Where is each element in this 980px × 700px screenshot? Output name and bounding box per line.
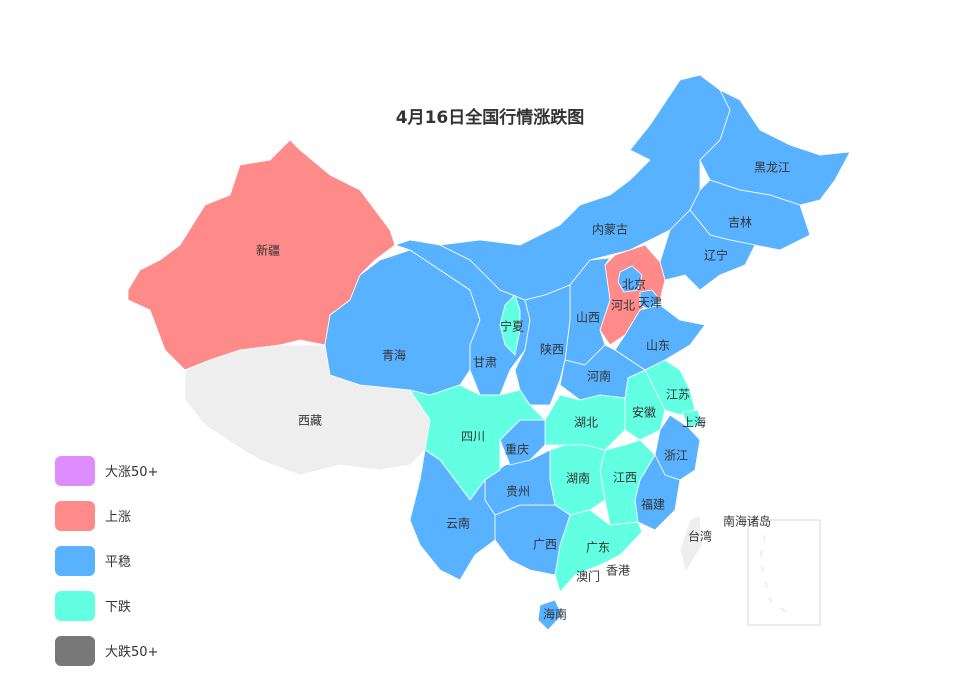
legend-item-down50[interactable]: 大跌50+ [55, 628, 158, 673]
province-label-gansu: 甘肃 [473, 356, 497, 370]
province-label-sichuan: 四川 [461, 430, 485, 444]
province-label-hubei: 湖北 [574, 415, 598, 430]
province-tianjin[interactable] [639, 289, 661, 311]
province-ningxia[interactable] [499, 294, 521, 356]
province-label-xianggang: 香港 [606, 564, 630, 578]
province-label-hainan: 海南 [543, 607, 567, 622]
legend-swatch [55, 590, 95, 621]
legend-item-up50[interactable]: 大涨50+ [55, 448, 158, 493]
province-beijing[interactable] [617, 265, 643, 293]
province-label-fujian: 福建 [641, 497, 665, 512]
province-label-ningxia: 宁夏 [500, 319, 524, 334]
legend: 大涨50+ 上涨 平稳 下跌 大跌50+ [55, 448, 158, 673]
province-label-guangdong: 广东 [586, 541, 610, 555]
province-label-shaanxi: 陕西 [540, 342, 564, 357]
province-label-hebei: 河北 [611, 299, 635, 313]
province-shanghai[interactable] [681, 409, 703, 428]
legend-label: 大跌50+ [105, 645, 159, 660]
province-label-neimenggu: 内蒙古 [592, 222, 628, 237]
legend-label: 平稳 [105, 555, 132, 570]
legend-swatch [55, 545, 95, 576]
province-label-henan: 河南 [587, 369, 611, 384]
province-label-xinjiang: 新疆 [256, 243, 280, 258]
legend-item-down[interactable]: 下跌 [55, 583, 158, 628]
province-label-shanxi: 山西 [576, 311, 600, 325]
province-label-qinghai: 青海 [382, 348, 406, 363]
province-taiwan[interactable] [679, 514, 703, 573]
province-label-jiangsu: 江苏 [666, 388, 690, 402]
province-shaanxi[interactable] [514, 284, 571, 406]
nine-dash-line [758, 534, 791, 616]
province-label-jiangxi: 江西 [613, 471, 637, 485]
legend-swatch [55, 500, 95, 531]
province-label-liaoning: 辽宁 [704, 248, 728, 263]
province-label-xizang: 西藏 [298, 414, 322, 428]
map-title: 4月16日全国行情涨跌图 [395, 108, 585, 128]
province-label-shandong: 山东 [646, 339, 670, 353]
province-label-guangxi: 广西 [533, 538, 557, 552]
province-label-heilongjiang: 黑龙江 [754, 161, 790, 175]
legend-label: 大涨50+ [105, 465, 159, 480]
province-label-taiwan: 台湾 [688, 529, 712, 544]
legend-label: 下跌 [105, 600, 132, 615]
province-label-aomen: 澳门 [576, 569, 600, 584]
province-heilongjiang[interactable] [699, 89, 851, 206]
province-label-anhui: 安徽 [632, 405, 656, 420]
province-label-yunnan: 云南 [446, 516, 470, 531]
province-yunnan[interactable] [409, 449, 496, 581]
province-label-chongqing: 重庆 [505, 443, 529, 457]
province-label-nanhai: 南海诸岛 [723, 514, 771, 529]
province-hubei[interactable] [544, 394, 626, 451]
legend-swatch [55, 635, 95, 666]
legend-swatch [55, 455, 95, 486]
legend-item-up[interactable]: 上涨 [55, 493, 158, 538]
province-label-guizhou: 贵州 [506, 485, 530, 499]
province-label-beijing: 北京 [622, 278, 646, 292]
province-label-zhejiang: 浙江 [664, 449, 688, 463]
province-hainan[interactable] [537, 599, 563, 631]
province-label-hunan: 湖南 [566, 471, 590, 486]
legend-label: 上涨 [105, 510, 132, 525]
province-label-shanghai: 上海 [682, 415, 706, 430]
legend-item-flat[interactable]: 平稳 [55, 538, 158, 583]
province-label-jilin: 吉林 [728, 216, 752, 230]
south-china-sea-inset [747, 519, 821, 626]
province-label-tianjin: 天津 [638, 296, 662, 310]
